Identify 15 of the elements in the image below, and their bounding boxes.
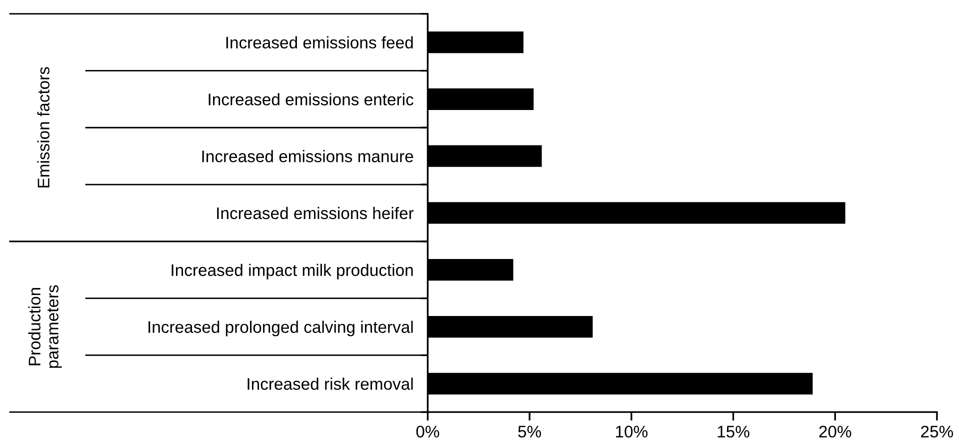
y-tick-label: Increased risk removal	[248, 378, 413, 390]
x-tick-label: 5%	[518, 426, 542, 438]
y-tick-label: Increased impact milk production	[172, 264, 413, 280]
y-tick-label: Increased emissions heifer	[217, 206, 414, 220]
x-tick-label: 25%	[921, 426, 954, 438]
x-tick-label: 20%	[819, 426, 852, 438]
text: Production parameters	[28, 285, 62, 368]
y-tick-label: Increased emissions enteric	[208, 93, 414, 106]
text: Emission factors	[37, 67, 50, 188]
x-tick-label: 10%	[616, 426, 648, 438]
y-tick-label: Increased emissions feed	[226, 36, 413, 48]
y-tick-label: Increased emissions manure	[202, 150, 414, 162]
y-tick-label: Increased prolonged calving interval	[148, 320, 413, 336]
x-tick-label: 15%	[718, 426, 750, 438]
x-tick-label: 0%	[416, 426, 440, 438]
